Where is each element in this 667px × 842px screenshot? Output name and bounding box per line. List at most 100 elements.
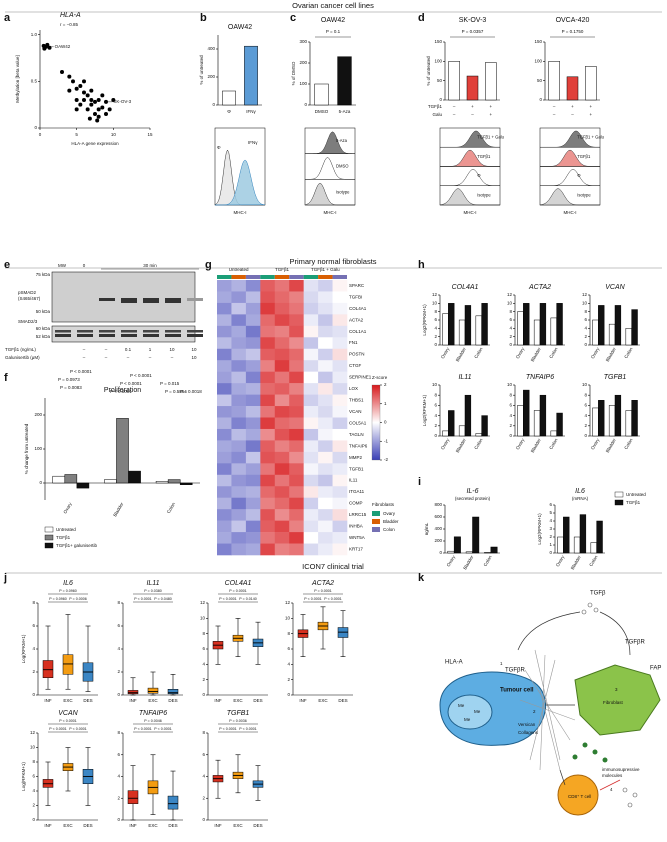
x-tick-label: Bladder	[530, 346, 542, 362]
heat-cell	[231, 532, 247, 544]
legend-label: Untreated	[56, 527, 76, 532]
band	[121, 330, 137, 333]
y-tick-label: 0	[434, 342, 437, 347]
flow-label: IFNγ	[248, 140, 258, 145]
x-tick-label: DES	[253, 823, 262, 828]
point	[74, 98, 79, 102]
row-label: ITGA11	[349, 489, 365, 494]
row-value: 10	[191, 347, 197, 352]
heat-cell	[332, 406, 348, 418]
bar	[448, 303, 455, 346]
p-value: P = 0.0480	[154, 597, 171, 601]
point	[74, 86, 79, 91]
heat-cell	[260, 291, 276, 304]
heat-cell	[231, 394, 247, 407]
row-label: Galunisertib (μM)	[5, 355, 40, 360]
row-value: 10	[191, 355, 197, 360]
heat-cell	[274, 509, 290, 521]
heat-cell	[303, 348, 319, 361]
heat-cell	[274, 337, 290, 350]
row-value: 1	[149, 347, 152, 352]
heat-cell	[332, 302, 348, 315]
heat-cell	[217, 394, 232, 407]
y-tick-label: 0	[117, 692, 120, 697]
d-label: TGFβR	[505, 668, 525, 674]
y-tick-label: 4	[287, 662, 290, 667]
panel-label: b	[200, 12, 207, 24]
x-tick-label: DES	[83, 698, 92, 703]
heat-cell	[245, 440, 261, 453]
d-label: Collagens	[518, 730, 539, 735]
heat-cell	[318, 486, 333, 499]
p-value: P < 0.0001	[130, 373, 152, 378]
heat-cell	[217, 406, 232, 418]
point	[89, 102, 94, 107]
band	[121, 298, 137, 303]
flow-axis: MHC-I	[564, 210, 577, 215]
p-value: P = 0.0380	[144, 589, 161, 593]
heat-cell	[274, 463, 290, 476]
colorbar-label: 0	[384, 420, 387, 425]
row-value: +	[590, 104, 593, 109]
heat-cell	[332, 337, 348, 350]
heat-cell	[318, 428, 333, 441]
colorbar-label: 2	[384, 382, 387, 387]
heat-cell	[231, 451, 247, 464]
legend-swatch	[44, 542, 54, 549]
y-tick-label: 4	[117, 774, 120, 779]
d-step: 2	[533, 709, 536, 714]
y-axis-label: % change from untreated	[24, 423, 29, 474]
x-axis-label: HLA-A gene expression	[71, 141, 119, 146]
y-tick-label: 4	[509, 413, 512, 418]
heat-cell	[217, 428, 232, 441]
heat-cell	[318, 417, 333, 430]
x-tick-label: Colon	[588, 554, 598, 567]
point	[74, 107, 79, 112]
d-label: TGFβR	[625, 640, 645, 646]
bar	[442, 313, 449, 346]
heat-cell	[318, 291, 333, 304]
y-tick-label: 0	[34, 125, 37, 130]
y-tick-label: 4	[509, 326, 512, 331]
heat-cell	[318, 474, 333, 487]
heat-cell	[303, 417, 319, 430]
y-axis-label: ng/mL	[424, 522, 429, 535]
heat-cell	[332, 486, 348, 499]
x-tick-label: Ovary	[440, 437, 451, 451]
histogram	[439, 169, 501, 187]
flow-label: 5-Aza	[336, 138, 348, 143]
heat-cell	[332, 509, 348, 521]
flow-label: TGFβ1 + Galu	[477, 135, 504, 140]
y-tick-label: 200	[434, 538, 442, 543]
x-tick-label: EXC	[63, 698, 73, 703]
heat-cell	[260, 463, 276, 476]
heat-cell	[318, 337, 333, 350]
y-tick-label: 0	[32, 692, 35, 697]
x-tick-label: INF	[129, 823, 137, 828]
y-tick-label: 1.0	[31, 32, 38, 37]
y-tick-label: 12	[582, 292, 588, 297]
bar	[314, 83, 329, 106]
band	[99, 330, 115, 333]
x-tick-label: INF	[44, 698, 52, 703]
heat-cell	[245, 532, 261, 544]
heat-cell	[303, 520, 319, 533]
heat-cell	[274, 497, 290, 510]
bar	[590, 542, 597, 554]
point	[45, 42, 50, 47]
heat-cell	[260, 520, 276, 533]
heat-cell	[260, 314, 276, 327]
y-tick-label: 0	[32, 817, 35, 822]
heat-cell	[303, 497, 319, 510]
point	[104, 112, 108, 116]
row-label: TNFAIP6	[349, 443, 368, 448]
arrows	[517, 611, 631, 786]
bar	[517, 311, 524, 346]
band	[99, 334, 115, 337]
bar	[179, 482, 193, 485]
tissue-strip	[274, 275, 290, 279]
heat-cell	[217, 325, 232, 338]
point	[42, 46, 47, 51]
bar	[592, 319, 599, 346]
heat-cell	[274, 280, 290, 292]
